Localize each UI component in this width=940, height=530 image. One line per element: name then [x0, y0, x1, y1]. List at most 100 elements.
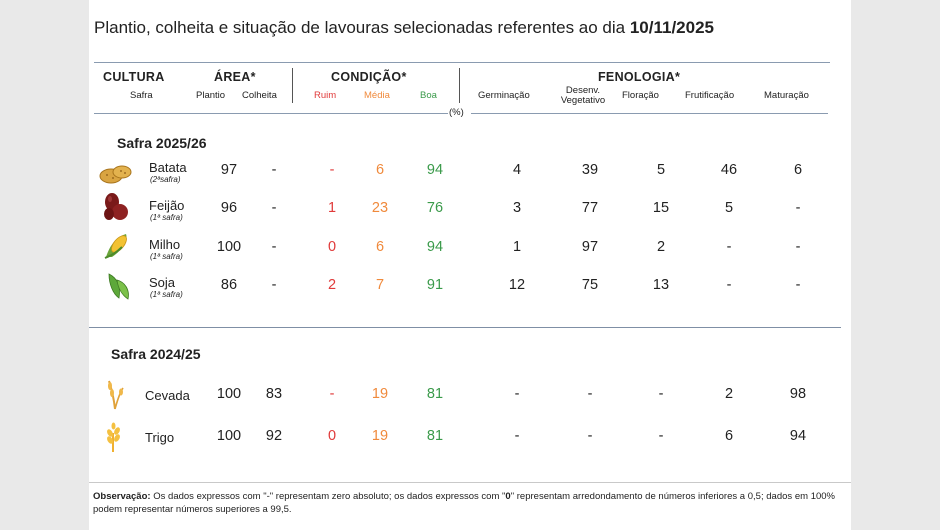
cell-mat: 94	[789, 428, 807, 444]
header-ruim: Ruim	[314, 90, 337, 101]
barley-icon	[108, 380, 124, 410]
soybean-icon	[108, 273, 129, 300]
header-germinacao: Germinação	[478, 90, 530, 101]
header-boa: Boa	[420, 90, 437, 101]
cell-colheita: -	[271, 162, 277, 178]
cell-plantio: 86	[220, 277, 238, 293]
crop-name: Soja	[149, 275, 176, 290]
cell-colheita: -	[271, 239, 277, 255]
cell-plantio: 100	[216, 386, 242, 402]
cell-ruim: 0	[327, 239, 337, 255]
cell-plantio: 97	[220, 162, 238, 178]
header-condicao: CONDIÇÃO*	[331, 70, 407, 84]
cell-boa: 94	[426, 239, 444, 255]
header-floracao: Floração	[622, 90, 659, 101]
header-area: ÁREA*	[214, 70, 256, 84]
header-desenv-line1: Desenv.	[565, 85, 601, 96]
cell-boa: 81	[426, 386, 444, 402]
cell-boa: 94	[426, 162, 444, 178]
crop-name: Cevada	[145, 388, 190, 403]
cell-ruim: -	[329, 162, 335, 178]
crop-name: Trigo	[145, 430, 175, 445]
cell-flor: 2	[656, 239, 666, 255]
header-fenologia: FENOLOGIA*	[598, 70, 681, 84]
cell-flor: -	[658, 386, 664, 402]
cell-germ: 1	[512, 239, 522, 255]
cell-media: 19	[371, 428, 389, 444]
title-text: Plantio, colheita e situação de lavouras…	[94, 18, 630, 37]
crop-name: Feijão	[149, 198, 185, 213]
cell-ruim: -	[329, 386, 335, 402]
cell-boa: 81	[426, 428, 444, 444]
crop-safra-note: (2ªsafra)	[150, 175, 181, 184]
header-top-rule	[94, 62, 830, 63]
cell-mat: 6	[793, 162, 803, 178]
cell-desenv: 77	[581, 200, 599, 216]
cell-ruim: 2	[327, 277, 337, 293]
cell-frut: 6	[724, 428, 734, 444]
cell-media: 19	[371, 386, 389, 402]
cell-ruim: 0	[327, 428, 337, 444]
separator-condicao	[459, 68, 460, 103]
cell-mat: -	[795, 277, 801, 293]
cell-desenv: -	[587, 386, 593, 402]
cell-frut: -	[726, 239, 732, 255]
crop-name: Batata	[149, 160, 187, 175]
cell-plantio: 96	[220, 200, 238, 216]
header-cultura: CULTURA	[103, 70, 165, 84]
cell-flor: 15	[652, 200, 670, 216]
bean-icon	[104, 193, 128, 220]
header-media: Média	[364, 90, 390, 101]
cell-media: 23	[371, 200, 389, 216]
cell-germ: 12	[508, 277, 526, 293]
cell-media: 6	[375, 162, 385, 178]
title-date: 10/11/2025	[629, 18, 714, 37]
cell-flor: 13	[652, 277, 670, 293]
safra-2025-26-title: Safra 2025/26	[117, 135, 207, 151]
cell-frut: -	[726, 277, 732, 293]
cell-boa: 76	[426, 200, 444, 216]
header-desenv: Desenv. Vegetativo	[553, 86, 613, 106]
cell-colheita: 92	[265, 428, 283, 444]
page-title: Plantio, colheita e situação de lavouras…	[94, 18, 714, 38]
percent-label: (%)	[448, 107, 465, 118]
cell-frut: 5	[724, 200, 734, 216]
cell-boa: 91	[426, 277, 444, 293]
cell-ruim: 1	[327, 200, 337, 216]
note-divider	[89, 482, 851, 483]
header-bottom-rule-left	[94, 113, 449, 114]
note-zero: 0	[505, 491, 511, 502]
note-text: Os dados expressos com "-" representam z…	[150, 491, 506, 502]
header-maturacao: Maturação	[764, 90, 809, 101]
header-plantio: Plantio	[196, 90, 226, 101]
cell-desenv: 75	[581, 277, 599, 293]
cell-media: 6	[375, 239, 385, 255]
note-label: Observação:	[93, 491, 151, 502]
crop-name: Milho	[149, 237, 181, 252]
wheat-icon	[107, 422, 120, 452]
note-text-2: " representam arredondamento de números …	[93, 491, 835, 515]
cell-colheita: -	[271, 200, 277, 216]
cell-frut: 46	[720, 162, 738, 178]
cell-germ: -	[514, 386, 520, 402]
cell-colheita: 83	[265, 386, 283, 402]
cell-flor: -	[658, 428, 664, 444]
potato-icon	[99, 165, 132, 184]
cell-desenv: 97	[581, 239, 599, 255]
corn-icon	[104, 234, 127, 259]
cell-germ: -	[514, 428, 520, 444]
cell-germ: 3	[512, 200, 522, 216]
crop-safra-note: (1ª safra)	[150, 213, 183, 222]
crop-safra-note: (1ª safra)	[150, 252, 183, 261]
cell-desenv: -	[587, 428, 593, 444]
safra-separator-rule	[89, 327, 841, 328]
crop-safra-note: (1ª safra)	[150, 290, 183, 299]
report-page: Plantio, colheita e situação de lavouras…	[89, 0, 851, 530]
cell-media: 7	[375, 277, 385, 293]
header-safra: Safra	[130, 90, 153, 101]
header-bottom-rule-right	[471, 113, 828, 114]
separator-area	[292, 68, 293, 103]
cell-flor: 5	[656, 162, 666, 178]
cell-frut: 2	[724, 386, 734, 402]
cell-plantio: 100	[216, 239, 242, 255]
